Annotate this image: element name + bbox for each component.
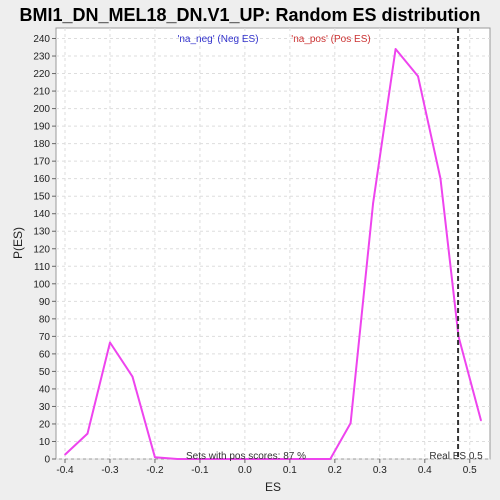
data-point <box>417 75 419 77</box>
x-ticks: -0.4 -0.3 -0.2 -0.1 0.0 0.1 0.2 0.3 0.4 0.5 <box>56 459 477 476</box>
chart-title: BMI1_DN_MEL18_DN.V1_UP: Random ES distri… <box>19 5 480 25</box>
series-line <box>64 48 482 460</box>
x-tick-label: 0.2 <box>328 465 342 476</box>
y-tick-label: 50 <box>39 367 51 378</box>
y-tick-label: 80 <box>39 314 51 325</box>
data-point <box>439 177 442 180</box>
y-tick-label: 200 <box>33 104 50 115</box>
y-tick-label: 90 <box>39 297 51 308</box>
x-tick-label: -0.2 <box>146 465 164 476</box>
x-tick-label: 0.4 <box>418 465 432 476</box>
x-axis-label: ES <box>265 480 281 494</box>
data-point <box>349 422 352 424</box>
y-tick-label: 30 <box>39 402 51 413</box>
y-tick-label: 60 <box>39 349 51 360</box>
data-point <box>154 456 156 459</box>
real-es-label: Real ES 0.5 <box>429 451 483 462</box>
data-point <box>221 458 224 460</box>
y-axis-label: P(ES) <box>11 227 25 259</box>
pos-scores-annotation: Sets with pos scores: 87 % <box>186 451 306 462</box>
y-tick-label: 100 <box>33 279 50 290</box>
y-tick-label: 130 <box>33 227 50 238</box>
y-tick-label: 180 <box>33 139 50 150</box>
y-tick-label: 10 <box>39 437 51 448</box>
y-tick-label: 140 <box>33 209 50 220</box>
data-point <box>109 341 111 344</box>
y-tick-label: 160 <box>33 174 50 185</box>
x-tick-label: 0.5 <box>463 465 477 476</box>
x-tick-label: -0.3 <box>101 465 119 476</box>
plot-area <box>55 27 491 460</box>
x-tick-label: 0.3 <box>373 465 387 476</box>
data-point <box>372 202 374 204</box>
y-tick-label: 150 <box>33 192 50 203</box>
y-tick-label: 220 <box>33 69 50 80</box>
y-tick-label: 120 <box>33 244 50 255</box>
y-tick-label: 70 <box>39 332 51 343</box>
data-point <box>64 453 66 456</box>
y-tick-label: 40 <box>39 384 51 395</box>
data-point <box>86 432 89 435</box>
y-tick-label: 240 <box>33 34 50 45</box>
data-point <box>394 48 397 50</box>
data-point <box>131 375 134 378</box>
data-point <box>480 419 482 422</box>
y-tick-label: 110 <box>34 262 50 273</box>
y-tick-label: 0 <box>44 455 50 466</box>
y-ticks: 0 10 20 30 40 50 60 70 80 90 100 110 120 130 140 150 160… <box>33 34 56 466</box>
x-tick-label: 0.0 <box>238 465 252 476</box>
x-tick-label: -0.1 <box>191 465 209 476</box>
y-tick-label: 20 <box>39 419 51 430</box>
x-tick-label: -0.4 <box>56 465 74 476</box>
y-tick-label: 230 <box>33 52 50 63</box>
y-tick-label: 190 <box>33 122 50 133</box>
y-tick-label: 210 <box>33 87 50 98</box>
data-point <box>329 458 332 460</box>
data-point <box>266 458 269 460</box>
data-point <box>307 458 309 460</box>
legend-neg-es: 'na_neg' (Neg ES) <box>177 34 258 45</box>
x-tick-label: 0.1 <box>283 465 297 476</box>
legend-pos-es: 'na_pos' (Pos ES) <box>291 34 370 45</box>
data-point <box>176 458 179 460</box>
y-tick-label: 170 <box>33 157 50 168</box>
grid <box>56 28 490 460</box>
